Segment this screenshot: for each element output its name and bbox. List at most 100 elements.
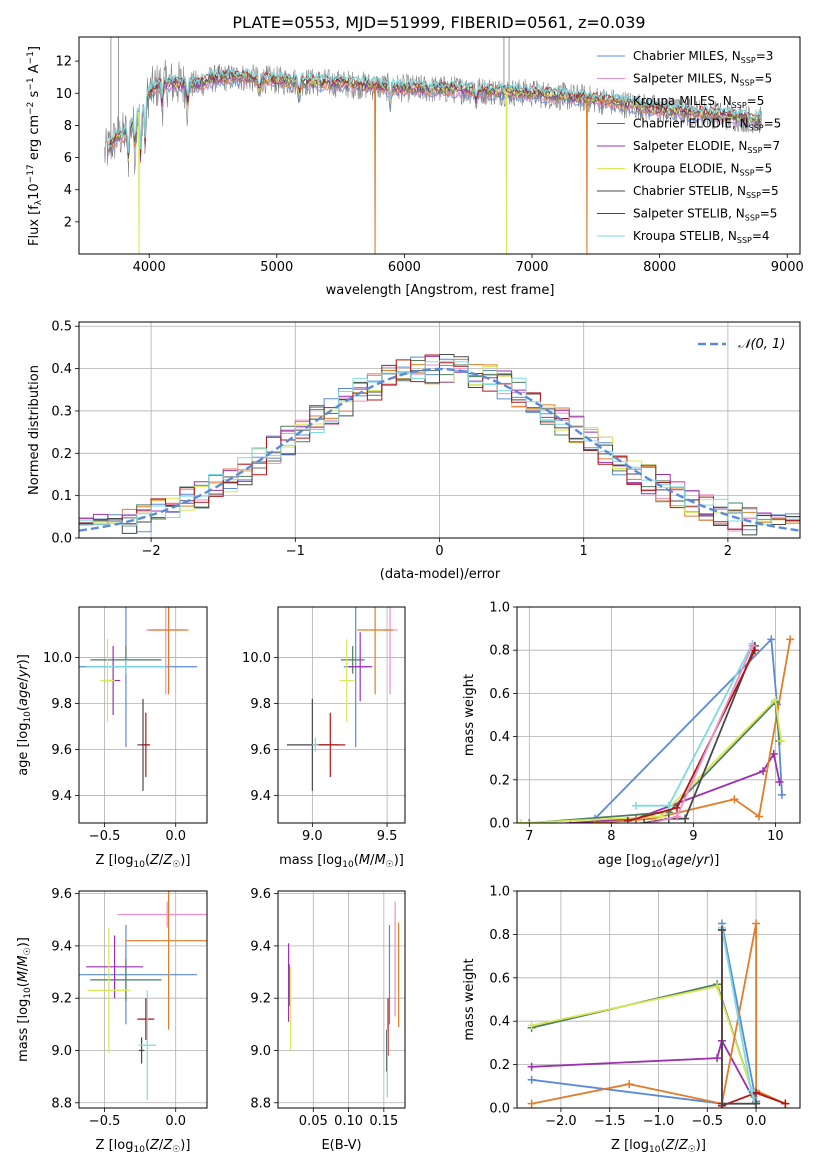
model-gap [584,98,588,254]
errorbar-salpeter-miles [117,901,207,928]
y-tick-label: 9.4 [51,939,72,954]
legend-entry: Salpeter STELIB, NSSP=5 [633,207,777,223]
weight-marker [713,982,722,991]
weight-marker [769,749,778,758]
y-tick-label: 1.0 [489,601,510,616]
weight-marker [527,1099,536,1108]
y-tick-label: 9.2 [250,992,271,1007]
axis-label-mass: mass [log10(M/M☉)] [279,853,404,870]
x-tick-label: 6000 [388,260,421,275]
errorbar-chabrier-elodie [90,958,162,1001]
y-tick-label: 6 [64,151,72,166]
y-tick-label: 9.6 [250,743,271,758]
y-tick-label: 8.8 [51,1096,72,1111]
model-salpeter-elodie [108,73,762,163]
y-tick-label: 2 [64,215,72,230]
axis-label-z: Z [log10(Z/Z☉)] [96,1138,191,1155]
weight-marker [781,1099,790,1108]
y-tick-label: 0.4 [489,730,510,745]
weight-marker [717,926,726,935]
weight-marker [517,819,526,823]
y-tick-label: 9.0 [250,1044,271,1059]
x-tick-label: 0.10 [334,1114,363,1129]
y-tick-label: 0.2 [489,773,510,788]
x-tick-label: 7000 [515,260,548,275]
age-vs-z-plot-area [79,607,207,823]
weight-marker [752,1099,761,1108]
y-tick-label: 9.8 [51,697,72,712]
y-tick-label: 0.4 [489,1015,510,1030]
age-vs-mass-plot: 9.0 9.5 9.4 9.6 9.8 10.0 mass [log10(M/M☉)] [242,606,406,870]
x-tick-label: −2.0 [545,1114,577,1129]
errorbar-salpeter-stelib [137,998,155,1041]
errorbar-kroupa-miles [125,891,207,1030]
x-tick-label: 9.5 [377,829,398,844]
y-tick-label: 9.2 [51,992,72,1007]
weight-marker [527,1062,536,1071]
mass-vs-ebv-plot: 0.05 0.10 0.15 8.8 9.0 9.2 9.4 9.6 E(B-V) [250,887,406,1153]
model-salpeter-miles [108,76,761,162]
axes-frame [516,890,801,1109]
weight-line-kroupa-miles [531,923,786,1105]
weight-marker [525,819,534,823]
weight-line-chabrier-elodie [529,699,781,823]
x-tick-label: 0.05 [299,1114,328,1129]
axes-frame [277,890,406,1109]
weight-marker [777,736,786,745]
x-tick-label: 8000 [643,260,676,275]
y-tick-label: 9.4 [51,789,72,804]
y-tick-label: 9.4 [250,939,271,954]
x-tick-label: −0.5 [89,829,121,844]
legend-entry: Kroupa STELIB, NSSP=4 [633,229,770,245]
y-tick-label: 9.4 [250,789,271,804]
y-tick-label: 10.0 [43,651,72,666]
page-title: PLATE=0553, MJD=51999, FIBERID=0561, z=0… [232,13,645,32]
gaussian-curve [79,367,800,532]
y-axis-label: Normed distribution [27,365,42,495]
errorbar-kroupa-stelib [138,990,156,1101]
y-tick-label: 9.0 [51,1044,72,1059]
axis-label-z: Z [log10(Z/Z☉)] [96,853,191,870]
legend-entry: Salpeter MILES, NSSP=5 [633,72,772,88]
residuals-plot: −2 −1 0 1 2 0.0 0.1 0.2 0.3 0.4 0.5 𝒩(0, 1) (data-mo… [27,320,801,582]
legend-entry: Chabrier ELODIE, NSSP=5 [633,117,781,133]
errorbar-kroupa-miles [357,607,394,695]
x-tick-label: 0.0 [165,829,186,844]
age-vs-z-plot: −0.5 0.0 9.4 9.6 9.8 10.0 Z [log10(Z/Z☉)] age [… [16,606,208,870]
y-tick-label: 8.8 [250,1096,271,1111]
y-tick-label: 0.1 [51,489,72,504]
y-tick-label: 9.6 [51,743,72,758]
weight-marker [777,790,786,799]
x-axis-label: E(B-V) [321,1138,361,1153]
x-axis-label: wavelength [Angstrom, rest frame] [326,283,555,298]
x-tick-label: −1.0 [643,1114,675,1129]
x-tick-label: −1.5 [594,1114,626,1129]
y-tick-label: 0.4 [51,362,72,377]
y-tick-label: 0.8 [489,644,510,659]
y-tick-label: 0.0 [51,532,72,547]
errorbar-kroupa-stelib [86,659,166,674]
weight-marker [752,1088,761,1097]
axis-label-age: age [log10(age/yr)] [16,654,33,776]
weight-marker [717,1099,726,1108]
weight-marker [771,695,780,704]
weight-marker [631,801,640,810]
x-tick-label: 9 [689,829,697,844]
y-axis-label: mass weight [462,958,477,1040]
age-vs-mass-plot-area [278,607,405,823]
model-kroupa-elodie [108,71,761,162]
mass-vs-z-plot-area [79,891,207,1108]
y-tick-label: 12 [55,55,72,70]
legend-entry: Salpeter ELODIE, NSSP=7 [633,139,780,155]
weight-marker [623,816,632,823]
model-gap [137,112,140,254]
x-tick-label: 7 [525,829,533,844]
x-tick-label: 0.0 [746,1114,767,1129]
model-gap [373,85,377,254]
errorbar-kroupa-stelib [312,737,319,752]
errorbar-salpeter-stelib [141,712,151,778]
y-tick-label: 10 [55,87,72,102]
weight-marker [759,767,768,776]
errorbar-kroupa-miles [148,607,189,695]
model-gap [504,91,508,254]
